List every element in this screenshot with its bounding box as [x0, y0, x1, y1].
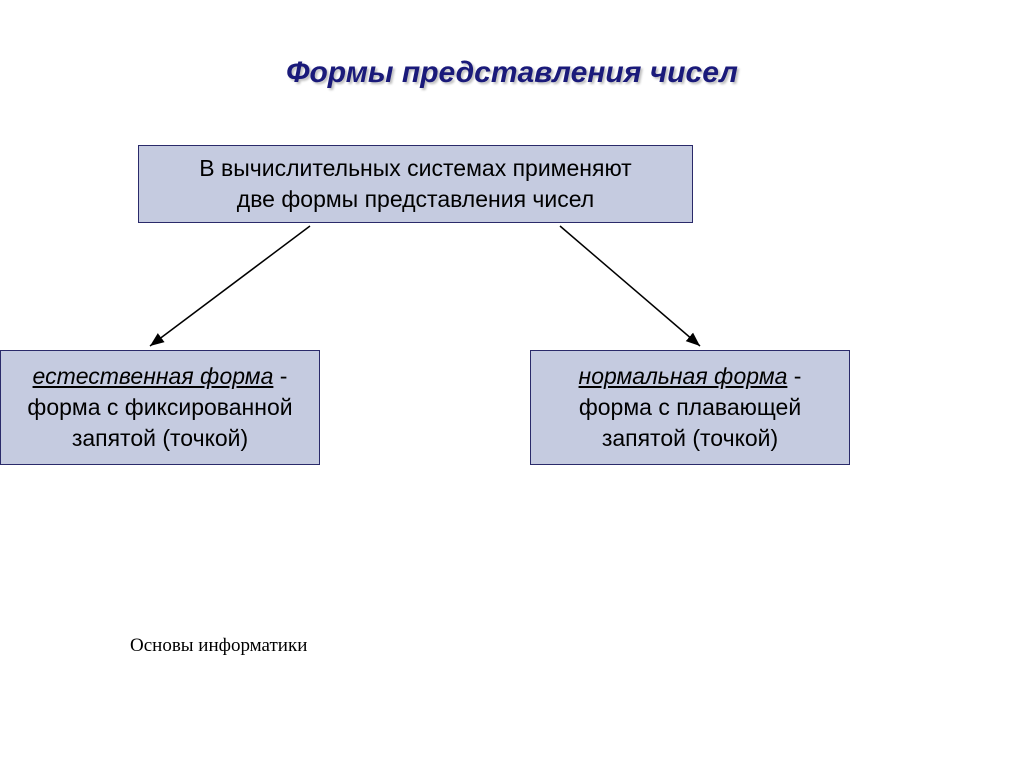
box-left-line3: запятой (точкой) [1, 423, 319, 454]
box-left: естественная форма - форма с фиксированн… [0, 350, 320, 465]
box-right: нормальная форма - форма с плавающей зап… [530, 350, 850, 465]
box-left-line1: естественная форма - [1, 361, 319, 392]
box-left-line2: форма с фиксированной [1, 392, 319, 423]
box-right-line2: форма с плавающей [531, 392, 849, 423]
arrow-left [150, 226, 310, 346]
footer-text: Основы информатики [130, 635, 307, 657]
page-title: Формы представления чисел [0, 56, 1024, 90]
box-right-emph: нормальная форма [579, 363, 788, 389]
box-right-tail1: - [787, 363, 801, 389]
box-right-line1: нормальная форма - [531, 361, 849, 392]
box-top-line2: две формы представления чисел [139, 184, 692, 215]
box-top-line1: В вычислительных системах применяют [139, 153, 692, 184]
arrow-right [560, 226, 700, 346]
box-left-emph: естественная форма [33, 363, 274, 389]
box-top: В вычислительных системах применяют две … [138, 145, 693, 223]
box-left-tail1: - [273, 363, 287, 389]
box-right-line3: запятой (точкой) [531, 423, 849, 454]
